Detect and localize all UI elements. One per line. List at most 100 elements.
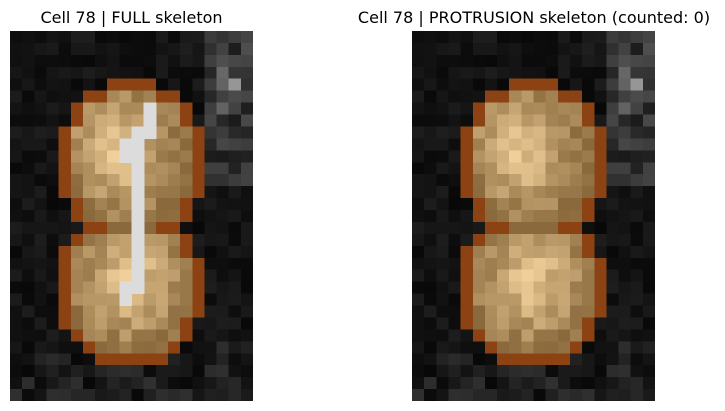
full-background-pixel	[228, 78, 242, 92]
protrusion-background-pixel	[472, 42, 486, 56]
full-background-pixel	[216, 233, 230, 247]
full-background-pixel	[204, 78, 218, 92]
full-cell-pixel	[107, 233, 120, 247]
full-background-pixel	[70, 341, 84, 354]
protrusion-cell-pixel	[557, 174, 571, 187]
full-background-pixel	[10, 198, 23, 211]
full-background-pixel	[240, 162, 253, 175]
full-cell-pixel	[167, 138, 181, 151]
full-background-pixel	[10, 377, 23, 390]
full-background-pixel	[95, 42, 108, 56]
protrusion-cell-pixel	[533, 233, 547, 247]
protrusion-background-pixel	[424, 269, 437, 283]
full-background-pixel	[95, 78, 108, 92]
full-background-pixel	[58, 389, 72, 401]
full-background-pixel	[95, 54, 108, 68]
protrusion-cell-pixel	[472, 245, 486, 259]
full-background-pixel	[216, 257, 230, 271]
protrusion-background-pixel	[412, 54, 425, 68]
protrusion-background-pixel	[448, 221, 462, 235]
protrusion-background-pixel	[606, 162, 620, 175]
protrusion-background-pixel	[484, 31, 498, 44]
protrusion-cell-pixel	[472, 305, 486, 319]
protrusion-cell-pixel	[569, 138, 583, 151]
full-cell-pixel	[155, 186, 169, 199]
protrusion-background-pixel	[618, 329, 632, 342]
full-skeleton-pixel	[119, 138, 133, 151]
full-background-pixel	[22, 78, 35, 92]
full-cell-pixel	[131, 90, 145, 104]
full-cell-pixel	[131, 317, 145, 330]
full-background-pixel	[240, 126, 253, 140]
protrusion-background-pixel	[618, 389, 632, 401]
protrusion-background-pixel	[424, 186, 437, 199]
protrusion-cell-pixel	[497, 317, 510, 330]
full-cell-pixel	[82, 138, 96, 151]
full-cell-pixel	[82, 293, 96, 307]
full-cell-pixel	[119, 269, 133, 283]
protrusion-background-pixel	[472, 341, 486, 354]
protrusion-background-pixel	[594, 90, 607, 104]
protrusion-background-pixel	[630, 353, 644, 366]
full-background-pixel	[119, 365, 133, 378]
protrusion-background-pixel	[642, 150, 655, 163]
full-background-pixel	[10, 114, 23, 128]
full-cell-pixel	[143, 305, 157, 319]
protrusion-background-pixel	[497, 31, 510, 44]
protrusion-cell-pixel	[557, 269, 571, 283]
full-cell-pixel	[107, 293, 120, 307]
full-outline-pixel	[180, 198, 193, 211]
full-cell-pixel	[131, 102, 145, 116]
protrusion-background-pixel	[436, 317, 450, 330]
full-cell-pixel	[119, 90, 133, 104]
protrusion-outline-pixel	[594, 162, 607, 175]
full-cell-pixel	[167, 245, 181, 259]
protrusion-background-pixel	[436, 233, 450, 247]
protrusion-cell-pixel	[472, 162, 486, 175]
protrusion-cell-pixel	[569, 281, 583, 295]
protrusion-cell-pixel	[472, 186, 486, 199]
full-background-pixel	[95, 389, 108, 401]
full-cell-pixel	[180, 269, 193, 283]
protrusion-cell-pixel	[509, 329, 522, 342]
protrusion-background-pixel	[412, 31, 425, 44]
full-background-pixel	[204, 221, 218, 235]
full-background-pixel	[10, 293, 23, 307]
protrusion-cell-pixel	[497, 341, 510, 354]
protrusion-background-pixel	[569, 31, 583, 44]
protrusion-background-pixel	[412, 126, 425, 140]
protrusion-background-pixel	[424, 317, 437, 330]
protrusion-cell-pixel	[509, 245, 522, 259]
full-background-pixel	[95, 31, 108, 44]
protrusion-background-pixel	[569, 365, 583, 378]
full-cell-pixel	[143, 90, 157, 104]
full-background-pixel	[107, 31, 120, 44]
protrusion-background-pixel	[630, 162, 644, 175]
full-outline-pixel	[180, 317, 193, 330]
protrusion-cell-pixel	[557, 126, 571, 140]
full-background-pixel	[46, 114, 60, 128]
protrusion-cell-pixel	[569, 269, 583, 283]
full-background-pixel	[155, 42, 169, 56]
protrusion-background-pixel	[424, 245, 437, 259]
protrusion-background-pixel	[630, 138, 644, 151]
protrusion-background-pixel	[448, 102, 462, 116]
protrusion-cell-pixel	[545, 329, 559, 342]
full-background-pixel	[58, 341, 72, 354]
full-outline-pixel	[180, 329, 193, 342]
protrusion-cell-pixel	[497, 233, 510, 247]
full-cell-pixel	[70, 150, 84, 163]
full-background-pixel	[46, 341, 60, 354]
protrusion-background-pixel	[618, 31, 632, 44]
protrusion-background-pixel	[642, 353, 655, 366]
protrusion-background-pixel	[618, 138, 632, 151]
protrusion-cell-pixel	[545, 221, 559, 235]
full-background-pixel	[228, 353, 242, 366]
protrusion-cell-pixel	[509, 305, 522, 319]
full-cell-pixel	[143, 269, 157, 283]
full-outline-pixel	[58, 126, 72, 140]
protrusion-background-pixel	[618, 126, 632, 140]
protrusion-cell-pixel	[497, 293, 510, 307]
protrusion-background-pixel	[630, 245, 644, 259]
full-cell-pixel	[107, 329, 120, 342]
